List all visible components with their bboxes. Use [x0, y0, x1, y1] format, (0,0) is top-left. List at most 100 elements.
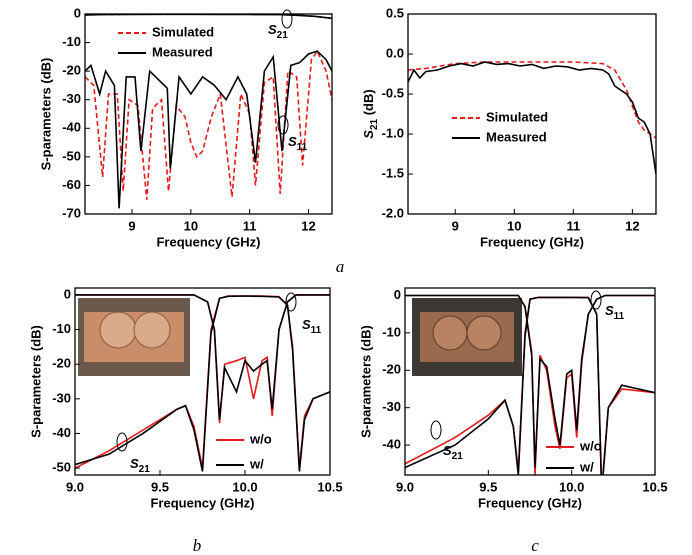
- y-tick-label: -50: [62, 148, 81, 163]
- annotation-part: 21: [139, 464, 151, 475]
- x-tick-label: 10: [507, 218, 521, 233]
- panel-label: a: [336, 257, 345, 276]
- annotation-part: 11: [311, 325, 322, 336]
- x-tick-label: 9.0: [66, 479, 84, 494]
- plot-frame: [407, 13, 657, 215]
- y-tick-label: -50: [52, 460, 71, 475]
- annotation-ring: [281, 9, 293, 29]
- annotation-ring: [116, 432, 128, 452]
- inset-photo-c: [412, 298, 522, 376]
- y-tick-label: -20: [52, 356, 71, 371]
- plot-frame: [404, 287, 656, 476]
- y-tick-label: -10: [62, 34, 81, 49]
- series-line: [408, 61, 656, 139]
- x-tick-label: 10.0: [559, 479, 584, 494]
- x-tick-label: 9.5: [151, 479, 169, 494]
- legend-label: w/: [249, 456, 264, 471]
- legend-label: Measured: [486, 129, 547, 144]
- x-tick-label: 9: [128, 218, 135, 233]
- annotation: S11: [605, 303, 625, 321]
- y-tick-label: -10: [382, 324, 401, 339]
- x-axis-label: Frequency (GHz): [156, 234, 260, 249]
- y-tick-label: -20: [382, 362, 401, 377]
- x-tick-label: 10.0: [232, 479, 257, 494]
- inset-photo-b: [78, 298, 190, 376]
- annotation-ring: [285, 292, 297, 312]
- legend-label: Simulated: [152, 24, 214, 39]
- y-tick-label: 0: [394, 287, 401, 302]
- y-axis-label: S21 (dB): [361, 89, 379, 138]
- x-tick-label: 11: [243, 218, 257, 233]
- annotation-part: 21: [452, 451, 464, 462]
- annotation: S11: [302, 317, 322, 335]
- annotation-ring: [590, 290, 602, 310]
- annotation-part: S: [302, 317, 311, 332]
- y-tick-label: -60: [62, 177, 81, 192]
- y-tick-label: -30: [62, 91, 81, 106]
- y-tick-label: -2.0: [382, 205, 404, 220]
- x-tick-label: 12: [625, 218, 639, 233]
- y-tick-label: -40: [62, 120, 81, 135]
- y-axis-label-part: 21: [369, 118, 380, 130]
- series-line: [408, 61, 656, 175]
- annotation-part: 21: [277, 30, 289, 41]
- y-tick-label: -0.5: [382, 85, 404, 100]
- series-line: [85, 50, 332, 209]
- legend-label: w/o: [249, 431, 272, 446]
- y-tick-label: -20: [62, 63, 81, 78]
- panel-label: c: [531, 536, 539, 555]
- y-tick-label: 0.0: [386, 45, 404, 60]
- x-tick-label: 9.5: [479, 479, 497, 494]
- legend-label: Measured: [152, 44, 213, 59]
- y-tick-label: -1.0: [382, 125, 404, 140]
- series-line: [85, 49, 332, 200]
- legend-label: Simulated: [486, 109, 548, 124]
- annotation-ring: [277, 115, 289, 135]
- annotation-part: S: [268, 22, 277, 37]
- x-tick-label: 12: [301, 218, 315, 233]
- plot-frame: [84, 13, 333, 215]
- y-tick-label: -70: [62, 205, 81, 220]
- series-line: [75, 294, 330, 420]
- annotation-part: S: [443, 443, 452, 458]
- x-axis-label: Frequency (GHz): [478, 495, 582, 510]
- x-tick-label: 9: [452, 218, 459, 233]
- plot-frame: [74, 287, 331, 476]
- annotation: S21: [130, 456, 150, 474]
- annotation-part: 11: [614, 311, 625, 322]
- series-line: [75, 295, 330, 472]
- y-axis-label-part: S: [361, 130, 376, 139]
- y-tick-label: -40: [382, 437, 401, 452]
- y-tick-label: 0.5: [386, 5, 404, 20]
- annotation-part: S: [605, 303, 614, 318]
- y-axis-label-part: (dB): [361, 89, 376, 119]
- y-axis-label: S-parameters (dB): [358, 325, 373, 438]
- legend-label: w/o: [579, 438, 602, 453]
- y-tick-label: -30: [382, 399, 401, 414]
- annotation-part: S: [130, 456, 139, 471]
- panel-label: b: [193, 536, 202, 555]
- y-tick-label: -40: [52, 425, 71, 440]
- series-line: [405, 294, 655, 468]
- x-tick-label: 10.5: [642, 479, 667, 494]
- x-axis-label: Frequency (GHz): [150, 495, 254, 510]
- series-line: [85, 14, 332, 20]
- x-tick-label: 10: [184, 218, 198, 233]
- x-tick-label: 9.0: [396, 479, 414, 494]
- y-tick-label: 0: [74, 5, 81, 20]
- x-tick-label: 11: [566, 218, 580, 233]
- x-axis-label: Frequency (GHz): [480, 234, 584, 249]
- x-tick-label: 10.5: [317, 479, 342, 494]
- legend-label: w/: [579, 459, 594, 474]
- y-tick-label: -10: [52, 321, 71, 336]
- y-tick-label: 0: [64, 286, 71, 301]
- y-tick-label: -30: [52, 390, 71, 405]
- series-line: [405, 296, 655, 475]
- annotation: S21: [268, 22, 288, 40]
- y-tick-label: -1.5: [382, 165, 404, 180]
- annotation: S21: [443, 443, 463, 461]
- annotation-ring: [430, 420, 442, 440]
- y-axis-label: S-parameters (dB): [38, 58, 53, 171]
- annotation: S11: [288, 134, 308, 152]
